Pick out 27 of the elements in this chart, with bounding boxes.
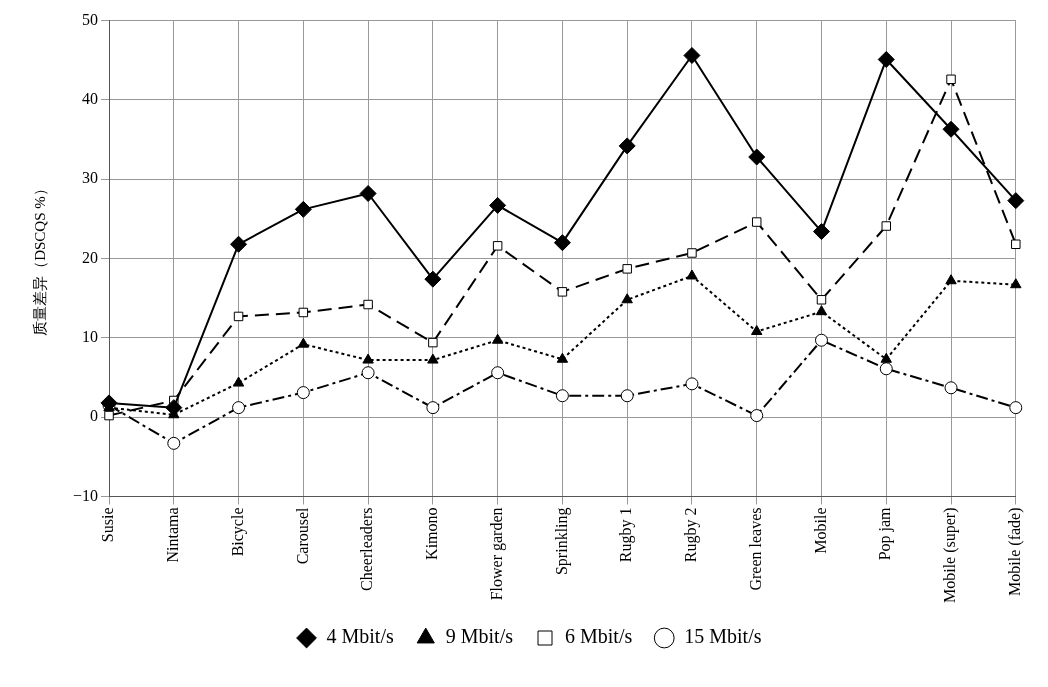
y-tick-label: 0	[90, 407, 99, 425]
x-tick-label: Flower garden	[487, 507, 506, 601]
x-tick-label: Nintama	[164, 507, 181, 563]
x-tick-label: Green leaves	[746, 507, 764, 591]
x-tick-label: Susie	[99, 507, 117, 543]
x-tick-label: Kimono	[423, 507, 441, 560]
legend-label: 6 Mbit/s	[565, 625, 633, 648]
y-tick-label: 40	[82, 90, 99, 108]
legend-label: 15 Mbit/s	[684, 625, 762, 648]
legend-label: 9 Mbit/s	[445, 625, 514, 648]
x-tick-label: Bicycle	[228, 507, 247, 557]
y-axis-title: 质量差异（DSCQS %）	[31, 181, 48, 336]
y-tick-label: 30	[82, 169, 99, 187]
y-tick-label: 10	[82, 328, 99, 346]
x-tick-label: Carousel	[293, 506, 311, 565]
x-tick-label: Cheerleaders	[358, 507, 376, 591]
x-tick-label: Sprinkling	[552, 507, 571, 576]
x-tick-label: Rugby 2	[682, 507, 701, 563]
legend-label: 4 Mbit/s	[326, 625, 394, 648]
y-tick-label: −10	[72, 486, 99, 504]
x-tick-label: Rugby 1	[617, 507, 636, 563]
x-tick-label: Mobile	[811, 507, 829, 554]
x-tick-label: Mobile (super)	[941, 507, 960, 603]
y-tick-label: 50	[82, 10, 99, 28]
y-tick-label: 20	[82, 248, 99, 266]
x-tick-label: Mobile (fade)	[1006, 507, 1024, 596]
x-tick-label: Pop jam	[876, 506, 895, 561]
